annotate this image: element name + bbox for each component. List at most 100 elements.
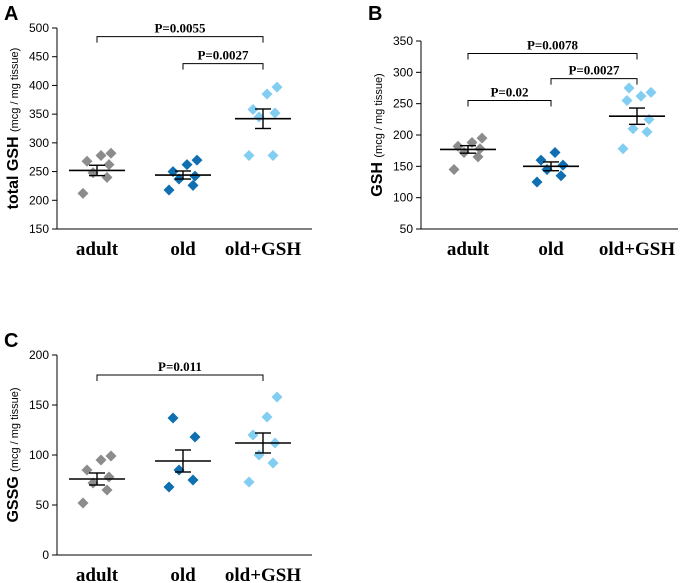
data-point: [253, 111, 265, 123]
panel-letter: B: [368, 3, 382, 25]
data-point: [535, 154, 547, 166]
data-point: [641, 126, 653, 138]
y-tick-label: 400: [29, 78, 49, 92]
data-point: [261, 411, 273, 423]
data-point: [627, 123, 639, 135]
data-point: [163, 481, 175, 493]
data-point: [95, 454, 107, 466]
p-value-label: P=0.02: [490, 85, 528, 100]
y-tick-label: 250: [393, 97, 413, 111]
significance-bracket: [96, 374, 264, 381]
y-tick-label: 450: [29, 50, 49, 64]
data-point: [261, 88, 273, 100]
data-point: [531, 176, 543, 188]
y-axis-label: GSH (mcg / mg tissue): [369, 73, 386, 196]
p-value-label: P=0.0027: [568, 63, 620, 78]
data-point: [101, 171, 113, 183]
y-tick-label: 200: [393, 128, 413, 142]
category-label: adult: [76, 239, 119, 260]
data-point: [253, 449, 265, 461]
y-tick-label: 250: [29, 165, 49, 179]
category-label: old+GSH: [599, 239, 676, 260]
y-tick-label: 50: [400, 222, 414, 236]
y-tick-label: 200: [29, 348, 49, 362]
y-tick-label: 100: [393, 191, 413, 205]
data-point: [77, 497, 89, 509]
category-label: old+GSH: [225, 239, 302, 260]
category-label: adult: [76, 565, 119, 583]
data-point: [243, 476, 255, 488]
data-point: [267, 149, 279, 161]
p-value-label: P=0.011: [158, 359, 202, 374]
data-point: [621, 95, 633, 107]
category-label: old: [170, 239, 196, 260]
y-axis-label-main: GSH: [369, 158, 386, 197]
y-tick-label: 100: [29, 448, 49, 462]
data-point: [103, 471, 115, 483]
data-point: [81, 464, 93, 476]
category-label: old: [538, 239, 564, 260]
data-point: [105, 147, 117, 159]
data-point: [189, 431, 201, 443]
data-point: [103, 159, 115, 171]
y-tick-label: 0: [42, 548, 49, 562]
p-value-label: P=0.0055: [154, 21, 206, 36]
y-tick-label: 150: [29, 398, 49, 412]
y-tick-label: 300: [393, 65, 413, 79]
significance-bracket: [182, 63, 264, 70]
y-axis-label-main: GSSG: [5, 472, 22, 523]
y-tick-label: 150: [393, 159, 413, 173]
data-point: [95, 149, 107, 161]
data-point: [476, 132, 488, 144]
significance-bracket: [96, 36, 264, 43]
y-axis-label-unit: (mcg / mg tissue): [9, 48, 21, 132]
y-axis-label: total GSH (mcg / mg tissue): [5, 48, 22, 210]
y-tick-label: 300: [29, 136, 49, 150]
y-tick-label: 50: [36, 498, 50, 512]
y-axis-label-unit: (mcg / mg tissue): [9, 387, 21, 471]
y-tick-label: 500: [29, 21, 49, 35]
data-point: [87, 477, 99, 489]
data-point: [645, 86, 657, 98]
category-label: adult: [447, 239, 490, 260]
data-point: [617, 143, 629, 155]
data-point: [101, 484, 113, 496]
category-label: old: [170, 565, 196, 583]
y-tick-label: 350: [393, 34, 413, 48]
data-point: [623, 82, 635, 94]
data-point: [271, 391, 283, 403]
panel-letter: A: [4, 3, 18, 25]
p-value-label: P=0.0078: [527, 38, 579, 53]
data-point: [557, 159, 569, 171]
data-point: [77, 187, 89, 199]
data-point: [635, 90, 647, 102]
data-point: [167, 412, 179, 424]
panel-b: B 50 100 150 200 250 300 350 GSH (mcg / mg tissu…: [368, 3, 678, 260]
data-point: [269, 107, 281, 119]
y-tick-label: 200: [29, 193, 49, 207]
significance-bracket: [467, 100, 552, 107]
panel-a: A 150 200 250 300 350 400 450 500 total GSH (mcg …: [4, 3, 312, 260]
y-axis-label-unit: (mcg / mg tissue): [373, 73, 385, 157]
data-point: [549, 147, 561, 159]
data-point: [187, 179, 199, 191]
y-tick-label: 350: [29, 107, 49, 121]
data-point: [271, 81, 283, 93]
data-point: [191, 154, 203, 166]
data-point: [247, 429, 259, 441]
significance-bracket: [550, 78, 638, 85]
category-label: old+GSH: [225, 565, 302, 583]
significance-bracket: [467, 53, 638, 60]
y-axis-label: GSSG (mcg / mg tissue): [5, 387, 22, 522]
panel-c: C 0 50 100 150 200 GSSG (mcg / mg tissue) adult…: [4, 330, 312, 583]
data-point: [173, 464, 185, 476]
data-point: [448, 163, 460, 175]
data-point: [189, 170, 201, 182]
data-point: [243, 149, 255, 161]
data-point: [81, 155, 93, 167]
y-axis-label-main: total GSH: [5, 132, 22, 209]
panel-letter: C: [4, 330, 18, 352]
data-point: [163, 184, 175, 196]
data-point: [247, 104, 259, 116]
